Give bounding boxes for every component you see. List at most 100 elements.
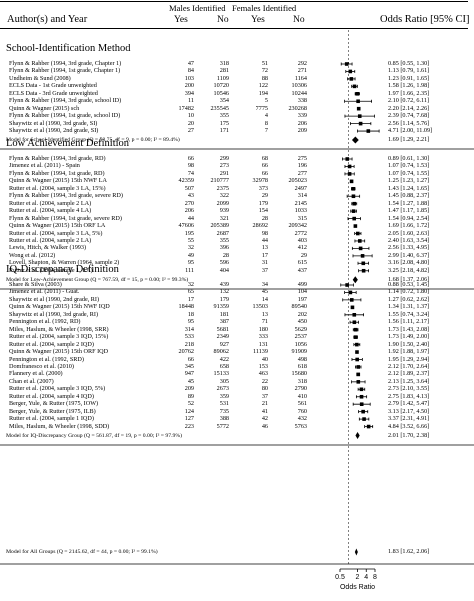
study-label: Shaywitz et al (1990, 2nd grade, SI) [9, 127, 99, 135]
males-no-value: 89062 [213, 348, 229, 356]
point-estimate [345, 283, 349, 287]
females-yes-value: 71 [261, 318, 268, 326]
males-yes-value: 44 [187, 214, 194, 222]
males-no-value: 179 [219, 295, 229, 303]
females-yes-value: 46 [261, 422, 268, 430]
males-no-value: 322 [219, 192, 229, 200]
males-no-value: 531 [219, 400, 229, 408]
females-yes-value: 179 [258, 199, 268, 207]
females-yes-value: 154 [258, 207, 268, 215]
study-label: ECLS Data - 3rd Grade unweighted [9, 89, 98, 97]
ci-value: 1.43 [1.24, 1.65] [388, 184, 430, 192]
males-no-value: 181 [219, 310, 229, 318]
males-no-value: 281 [219, 67, 229, 75]
females-no-value: 2772 [294, 229, 307, 237]
males-yes-value: 218 [184, 340, 194, 348]
study-label: Lewis, Hitch, & Walker (1993) [9, 244, 87, 252]
ci-value: 1.23 [0.91, 1.65] [388, 74, 430, 82]
study-label: Flynn & Rahber (1994, 1st grade, school … [9, 112, 121, 120]
males-yes-value: 195 [184, 229, 194, 237]
males-yes-value: 89 [187, 392, 194, 400]
females-no-value: 91909 [291, 348, 307, 356]
males-yes-value: 209 [184, 385, 194, 393]
ci-value: 1.14 [0.72, 1.80] [388, 288, 430, 296]
x-tick-label: 4 [364, 574, 368, 581]
females-no-value: 450 [297, 318, 307, 326]
ci-value: 1.27 [0.62, 2.62] [388, 295, 430, 303]
males-yes-header: Yes [174, 15, 188, 25]
males-yes-value: 124 [184, 407, 194, 415]
females-yes-value: 373 [258, 184, 268, 192]
study-label: Rutter et al. (2004, sample 4 LA) [9, 207, 92, 215]
males-no-value: 596 [219, 259, 229, 267]
males-yes-value: 507 [184, 184, 194, 192]
ci-value: 1.92 [1.88, 1.97] [388, 348, 430, 356]
females-no-value: 15680 [291, 370, 307, 378]
females-yes-value: 153 [258, 362, 268, 370]
females-yes-value: 21 [261, 400, 268, 408]
ci-value: 3.25 [2.18, 4.82] [388, 266, 430, 274]
study-label: Wong et al. (2012) [9, 251, 56, 259]
header-rule-bottom [0, 28, 468, 29]
ci-value: 3.37 [2.31, 4.91] [388, 415, 430, 423]
females-yes-value: 66 [261, 169, 268, 177]
females-yes-value: 32978 [252, 177, 268, 185]
ci-value: 2.13 [1.25, 3.64] [388, 377, 430, 385]
males-yes-value: 206 [184, 207, 194, 215]
females-yes-value: 34 [261, 281, 268, 288]
ci-value: 2.12 [1.89, 2.37] [388, 370, 430, 378]
males-yes-value: 47606 [178, 222, 194, 230]
females-no-value: 1056 [294, 340, 307, 348]
point-estimate [359, 387, 364, 392]
males-no-value: 2375 [216, 184, 229, 192]
females-yes-value: 28 [261, 214, 268, 222]
males-no-value: 305 [219, 377, 229, 385]
authors-header: Author(s) and Year [7, 14, 88, 25]
males-no-value: 171 [219, 127, 229, 135]
males-yes-value: 32 [187, 244, 194, 252]
ci-value: 3.13 [2.17, 4.50] [388, 407, 430, 415]
males-yes-value: 223 [184, 422, 194, 430]
females-yes-value: 37 [261, 266, 268, 274]
study-label: Rutter et al. (2004, sample 3 IQD, 5%) [9, 385, 106, 393]
section-title: School-Identification Method [6, 43, 131, 54]
point-estimate [355, 342, 359, 347]
ci-value: 1.45 [0.88, 2.37] [388, 192, 430, 200]
study-label: Pennington et al. (1992, SRD) [9, 355, 84, 363]
study-label: Quinn & Wagner (2015) 15th ORF IQD [9, 348, 109, 356]
study-label: Rutter et al. (2004, sample 2 LA) [9, 236, 92, 244]
males-no-value: 5772 [216, 422, 229, 430]
study-label: Rutter et al. (2004, sample 1 IQD) [9, 415, 94, 423]
ci-value: 2.05 [1.60, 2.63] [388, 229, 430, 237]
point-estimate [353, 327, 358, 332]
males-no-value: 388 [219, 415, 229, 423]
males-yes-value: 95 [187, 259, 194, 267]
section-title: IQ-Discrepancy Definition [6, 264, 119, 275]
study-label: ECLS Data - 1st Grade unweighted [9, 82, 97, 90]
males-yes-value: 11 [188, 97, 194, 105]
females-no-value: 339 [297, 112, 307, 120]
point-estimate [356, 380, 361, 384]
study-label: Shaywitz et al (1990, 3rd grade, SI) [9, 119, 98, 127]
point-estimate [361, 268, 366, 273]
females-yes-header: Yes [251, 15, 265, 25]
males-no-value: 2099 [216, 199, 229, 207]
ci-value: 1.54 [1.27, 1.88] [388, 199, 430, 207]
ci-value: 3.16 [2.08, 4.80] [388, 259, 430, 267]
summary-diamond [354, 548, 358, 556]
males-no-value: 658 [219, 362, 229, 370]
ci-value: 2.12 [1.70, 2.64] [388, 362, 430, 370]
females-yes-value: 41 [261, 407, 268, 415]
females-yes-value: 66 [261, 162, 268, 170]
point-estimate [359, 394, 364, 399]
ci-value: 2.79 [1.42, 5.47] [388, 400, 430, 408]
females-no-value: 206 [297, 119, 307, 127]
females-no-value: 230268 [288, 104, 307, 112]
females-yes-value: 51 [261, 60, 268, 67]
females-yes-value: 98 [261, 229, 268, 237]
point-estimate [347, 164, 352, 169]
study-label: Miles, Haslum, & Wheeler (1998, SRR) [9, 325, 109, 333]
x-axis-label: Odds Ratio [340, 584, 375, 591]
point-estimate [347, 172, 352, 176]
ci-value: 1.73 [1.43, 2.08] [388, 325, 430, 333]
